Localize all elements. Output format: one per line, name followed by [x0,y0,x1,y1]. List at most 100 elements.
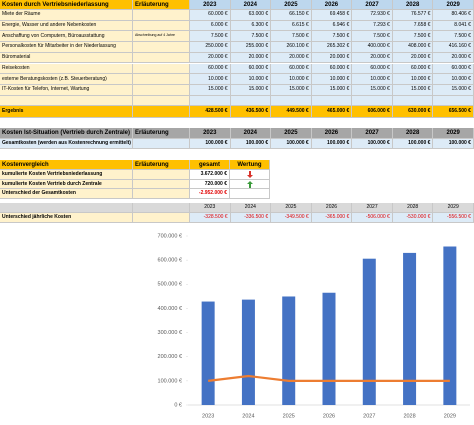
value: 15.000 € [190,84,231,96]
y-tick-label: 200.000 € [158,354,182,360]
y-tick-label: 100.000 € [158,378,182,384]
value: 6.300 € [230,20,272,32]
year-header: 2026 [311,203,353,213]
empty-cell [133,213,190,223]
value: 15.000 € [311,84,353,96]
value: 60.000 € [190,63,231,75]
value: 15.000 € [352,84,393,96]
note [133,52,190,64]
x-tick-label: 2025 [283,413,295,419]
value: 10.000 € [271,74,312,85]
value: 6.000 € [190,20,231,32]
bar [443,246,457,405]
value: 7.500 € [311,31,353,43]
value: -365.000 € [311,213,353,223]
value: 7.293 € [352,20,393,32]
column-header: Erläuterung [133,0,190,10]
value: 400.000 € [352,42,393,53]
row-label: Unterschied der Gesamtkosten [0,189,133,200]
value: -556.500 € [433,213,474,223]
empty-cell [133,203,190,213]
value: 7.500 € [190,31,231,43]
value: 15.000 € [230,84,272,96]
note [133,74,190,85]
year-header: 2029 [433,0,474,10]
value: 20.000 € [311,52,353,64]
value: 408.000 € [392,42,434,53]
x-tick-label: 2023 [202,413,214,419]
value: 80.406 € [433,10,474,21]
y-tick-label: 0 € [174,402,182,408]
empty-cell [271,95,312,106]
result-value: 656.500 € [433,106,474,118]
column-header: gesamt [190,160,230,170]
value: 100.000 € [230,139,272,149]
empty-cell [433,95,474,106]
row-label: kumulierte Kosten Vertrieb durch Zentral… [0,179,133,190]
value: 66.150 € [271,10,312,21]
value: 7.658 € [392,20,434,32]
empty-cell [311,95,353,106]
rating [230,189,270,200]
note [133,63,190,75]
line [208,374,450,382]
row-label: kumulierte Kosten Vertriebsniederlassung [0,170,133,180]
year-header: 2027 [352,203,393,213]
row-label: Reisekosten [0,63,133,75]
value: 72.930 € [352,10,393,21]
year-header: 2024 [230,128,272,139]
column-header: Erläuterung [133,128,190,139]
value: 10.000 € [433,74,474,85]
value: -530.000 € [392,213,434,223]
x-tick-label: 2028 [403,413,415,419]
value: 10.000 € [311,74,353,85]
value: 250.000 € [190,42,231,53]
empty-cell [230,95,272,106]
arrow-down [246,170,253,178]
y-tick-label: 300.000 € [158,330,182,336]
value: 255.000 € [230,42,272,53]
rating [230,179,270,190]
value: 69.458 € [311,10,353,21]
y-tick-label: 700.000 € [158,233,182,239]
year-header: 2028 [392,0,434,10]
value: 60.000 € [230,63,272,75]
arrow-up [246,180,253,188]
x-tick-label: 2027 [363,413,375,419]
year-header: 2026 [311,0,353,10]
row-label: IT-Kosten für Telefon, Internet, Wartung [0,84,133,96]
value: 100.000 € [271,139,312,149]
year-header: 2027 [352,0,393,10]
value: 6.615 € [271,20,312,32]
value: 60.000 € [392,63,434,75]
value: 10.000 € [392,74,434,85]
note [133,10,190,21]
empty-cell [133,189,190,200]
year-header: 2029 [433,203,474,213]
value: 7.500 € [230,31,272,43]
value: 60.000 € [433,63,474,75]
year-header: 2025 [271,0,312,10]
empty-cell [133,139,190,149]
row-label: Personalkosten für Mitarbeiter in der Ni… [0,42,133,53]
note [133,20,190,32]
bar [241,299,255,405]
year-header: 2027 [352,128,393,139]
year-header: 2028 [392,128,434,139]
year-header: 2023 [190,203,231,213]
value: 10.000 € [190,74,231,85]
empty-cell [0,95,133,106]
empty-cell [392,95,434,106]
x-tick-label: 2029 [444,413,456,419]
value: 100.000 € [311,139,353,149]
result-value: 465.000 € [311,106,353,118]
year-header: 2029 [433,128,474,139]
result-value: 449.500 € [271,106,312,118]
note [133,84,190,96]
bar [362,258,376,405]
table-title: Kosten durch Vertriebsniederlassung [0,0,133,10]
value: 60.000 € [352,63,393,75]
value: 20.000 € [230,52,272,64]
value: -349.500 € [271,213,312,223]
empty-cell [190,95,231,106]
